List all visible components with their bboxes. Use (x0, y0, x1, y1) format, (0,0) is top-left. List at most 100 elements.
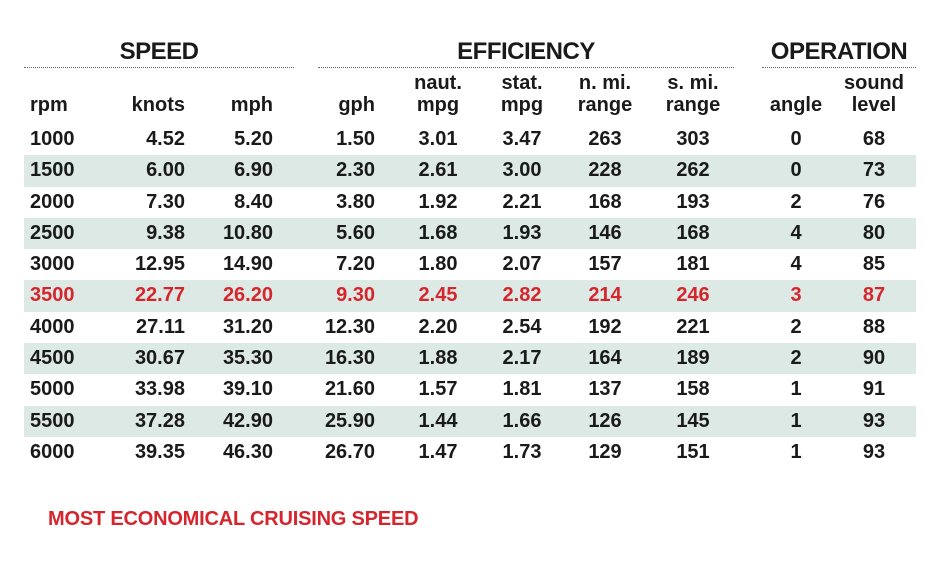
cell-s-mi-range: 193 (676, 190, 710, 213)
cell-mph: 26.20 (222, 284, 273, 307)
cell-angle: 1 (790, 378, 802, 401)
cell-sound-level: 68 (862, 128, 886, 150)
group-rule-efficiency (318, 67, 734, 68)
cell-naut-mpg: 1.80 (418, 253, 458, 276)
cell-mph: 42.90 (222, 409, 273, 432)
cell-s-mi-range: 246 (676, 284, 710, 307)
cell-n-mi-range: 157 (588, 253, 622, 276)
cell-rpm: 2000 (30, 190, 75, 213)
cell-mph: 5.20 (234, 128, 273, 150)
cell-n-mi-range: 164 (588, 347, 622, 370)
cell-naut-mpg: 1.68 (418, 221, 458, 244)
cell-sound-level: 88 (862, 315, 886, 338)
group-title-efficiency: EFFICIENCY (457, 38, 595, 65)
cell-s-mi-range: 158 (676, 378, 710, 401)
cell-stat-mpg: 2.82 (502, 284, 542, 307)
cell-naut-mpg: 2.45 (418, 284, 458, 307)
table-row: 4500 30.67 35.30 16.30 1.88 2.17 164 189 2 90 (24, 343, 916, 375)
cell-naut-mpg: 3.01 (418, 128, 458, 150)
cell-s-mi-range: 221 (676, 315, 710, 338)
cell-angle: 3 (790, 284, 802, 307)
cell-knots: 37.28 (134, 409, 185, 432)
cell-mph: 10.80 (222, 221, 273, 244)
table-row: 5000 33.98 39.10 21.60 1.57 1.81 137 158 1 91 (24, 374, 916, 405)
cell-sound-level: 73 (862, 159, 886, 182)
cell-rpm: 1000 (30, 128, 75, 150)
cell-s-mi-range: 181 (676, 253, 710, 276)
cell-stat-mpg: 1.73 (502, 440, 542, 463)
cell-sound-level: 76 (862, 190, 886, 213)
cell-mph: 46.30 (222, 440, 273, 463)
cell-naut-mpg: 1.92 (418, 190, 458, 213)
cell-angle: 2 (790, 190, 802, 213)
cell-stat-mpg: 1.81 (502, 378, 542, 401)
table-row-highlighted: 3500 22.77 26.20 9.30 2.45 2.82 214 246 3 87 (24, 280, 916, 312)
cell-stat-mpg: 2.21 (502, 190, 542, 213)
cell-mph: 31.20 (222, 315, 273, 338)
cell-angle: 2 (790, 347, 802, 370)
cell-naut-mpg: 1.47 (418, 440, 458, 463)
cell-s-mi-range: 168 (676, 221, 710, 244)
cell-n-mi-range: 228 (588, 159, 622, 182)
cell-mph: 39.10 (222, 378, 273, 401)
col-head-naut-mpg: naut. mpg (414, 72, 462, 116)
cell-naut-mpg: 1.57 (418, 378, 458, 401)
table-row: 5500 37.28 42.90 25.90 1.44 1.66 126 145 1 93 (24, 405, 916, 437)
cell-sound-level: 93 (862, 440, 886, 463)
table-row: 2500 9.38 10.80 5.60 1.68 1.93 146 168 4 80 (24, 217, 916, 250)
footer-note: MOST ECONOMICAL CRUISING SPEED (48, 508, 419, 530)
cell-naut-mpg: 1.44 (418, 409, 458, 432)
col-head-s-mi-range: s. mi. range (665, 72, 721, 116)
cell-angle: 4 (790, 221, 802, 244)
col-head-n-mi-range: n. mi. range (577, 72, 633, 116)
cell-knots: 27.11 (136, 315, 185, 338)
cell-gph: 3.80 (336, 190, 375, 213)
cell-knots: 9.38 (146, 221, 185, 244)
cell-s-mi-range: 303 (676, 128, 710, 150)
cell-gph: 9.30 (336, 284, 375, 307)
cell-s-mi-range: 189 (676, 347, 710, 370)
cell-stat-mpg: 2.17 (502, 347, 542, 370)
cell-gph: 16.30 (324, 347, 375, 370)
cell-angle: 0 (790, 159, 802, 182)
cell-angle: 1 (790, 440, 802, 463)
cell-mph: 8.40 (234, 190, 273, 213)
cell-knots: 12.95 (134, 253, 185, 276)
table-row: 6000 39.35 46.30 26.70 1.47 1.73 129 151 1 93 (24, 437, 916, 468)
cell-rpm: 3000 (30, 253, 75, 276)
cell-rpm: 5000 (30, 378, 75, 401)
cell-n-mi-range: 263 (588, 128, 622, 150)
cell-rpm: 5500 (30, 409, 75, 432)
cell-naut-mpg: 1.88 (418, 347, 458, 370)
cell-knots: 6.00 (146, 159, 185, 182)
cell-gph: 5.60 (336, 221, 375, 244)
col-head-rpm: rpm (30, 94, 68, 116)
cell-mph: 14.90 (222, 253, 273, 276)
table-row: 2000 7.30 8.40 3.80 1.92 2.21 168 193 2 76 (24, 187, 916, 218)
cell-angle: 1 (790, 409, 802, 432)
cell-knots: 33.98 (134, 378, 185, 401)
cell-knots: 39.35 (134, 440, 185, 463)
table-row: 1000 4.52 5.20 1.50 3.01 3.47 263 303 0 68 (24, 124, 916, 155)
cell-stat-mpg: 1.93 (502, 221, 542, 244)
cell-rpm: 2500 (30, 221, 75, 244)
cell-stat-mpg: 2.54 (502, 315, 542, 338)
cell-angle: 4 (790, 253, 802, 276)
cell-angle: 2 (790, 315, 802, 338)
cell-gph: 12.30 (324, 315, 375, 338)
cell-mph: 35.30 (222, 347, 273, 370)
cell-s-mi-range: 262 (676, 159, 710, 182)
cell-stat-mpg: 2.07 (502, 253, 542, 276)
cell-rpm: 1500 (30, 159, 75, 182)
cell-rpm: 4000 (30, 315, 75, 338)
cell-rpm: 3500 (30, 284, 75, 307)
group-title-speed: SPEED (119, 38, 199, 65)
cell-n-mi-range: 146 (588, 221, 622, 244)
table-row: 1500 6.00 6.90 2.30 2.61 3.00 228 262 0 73 (24, 155, 916, 187)
col-head-stat-mpg: stat. mpg (500, 72, 544, 116)
group-rule-operation (762, 67, 916, 68)
cell-sound-level: 90 (862, 347, 886, 370)
cell-rpm: 4500 (30, 347, 75, 370)
cell-gph: 21.60 (324, 378, 375, 401)
cell-gph: 7.20 (336, 253, 375, 276)
